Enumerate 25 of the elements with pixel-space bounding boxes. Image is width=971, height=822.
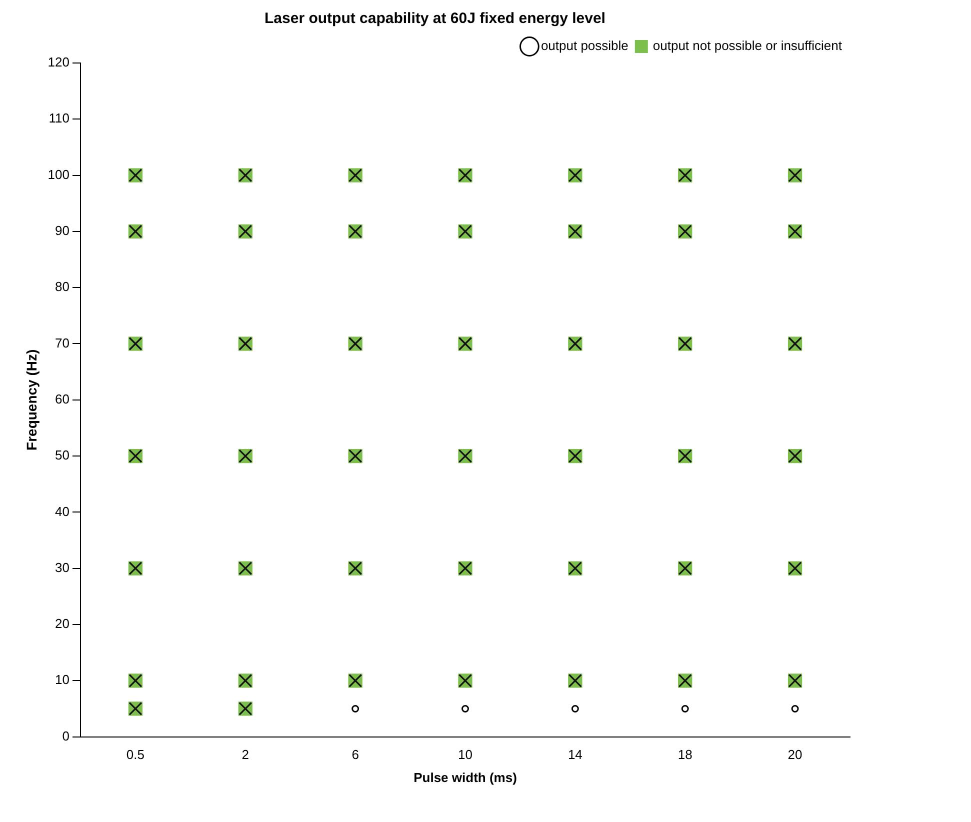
y-tick-label: 20 (55, 616, 70, 632)
legend-label: output possible (540, 38, 628, 54)
y-tick-label: 60 (55, 391, 70, 406)
y-tick-label: 110 (48, 110, 70, 126)
y-tick-label: 70 (55, 335, 70, 350)
x-tick-label: 2 (242, 747, 249, 762)
y-tick-label: 120 (48, 54, 70, 70)
y-tick-label: 0 (62, 728, 70, 744)
x-axis-title: Pulse width (ms) (414, 770, 517, 785)
y-tick-label: 40 (55, 504, 70, 519)
x-tick-label: 18 (678, 747, 692, 762)
x-tick-label: 20 (788, 747, 802, 762)
x-tick-label: 6 (352, 747, 359, 762)
x-tick-label: 14 (568, 747, 582, 762)
y-tick-label: 10 (55, 672, 70, 688)
y-tick-label: 80 (55, 279, 70, 294)
y-axis-title: Frequency (Hz) (23, 349, 40, 450)
legend-label: output not possible or insufficient (652, 38, 842, 54)
y-tick-label: 90 (55, 223, 70, 238)
x-tick-label: 0.5 (126, 747, 144, 762)
chart-title: Laser output capability at 60J fixed energy level (264, 10, 606, 28)
y-tick-label: 50 (55, 448, 70, 463)
x-tick-label: 10 (458, 747, 472, 762)
y-tick-label: 30 (55, 560, 70, 575)
y-tick-label: 100 (48, 166, 70, 182)
